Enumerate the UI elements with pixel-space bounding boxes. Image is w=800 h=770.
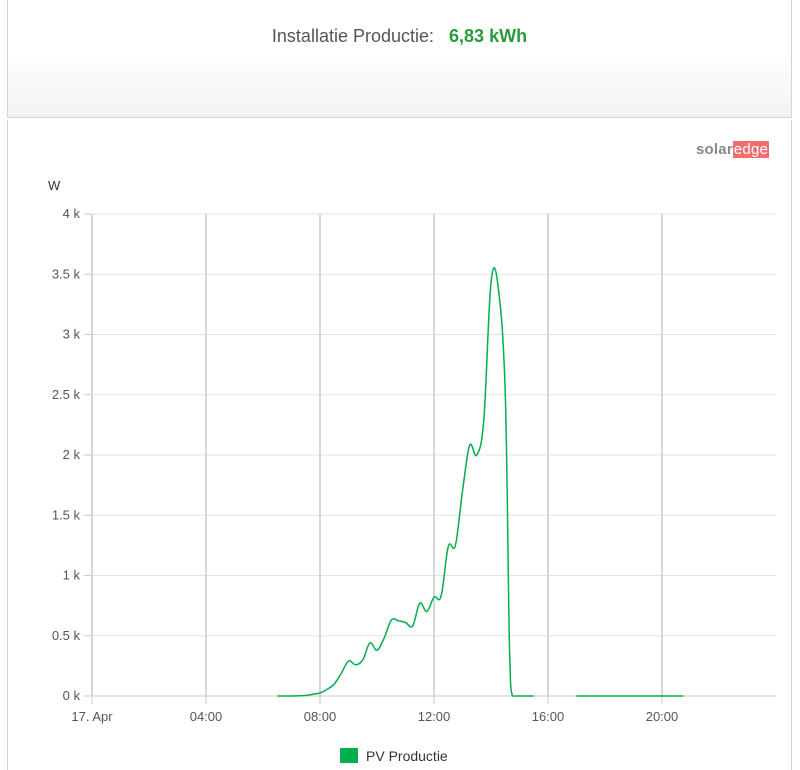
- y-tick-label: 3.5 k: [52, 266, 81, 281]
- y-tick-label: 1 k: [63, 568, 81, 583]
- x-tick-label: 04:00: [190, 709, 223, 724]
- production-label: Installatie Productie:: [271, 26, 435, 46]
- y-tick-label: 0 k: [63, 688, 81, 703]
- y-axis-label: W: [48, 178, 61, 193]
- y-tick-label: 2 k: [63, 447, 81, 462]
- x-tick-label: 20:00: [646, 709, 679, 724]
- series-line-pv-productie: [277, 267, 534, 697]
- x-tick-label: 12:00: [418, 709, 451, 724]
- production-value: 6,83 kWh: [449, 26, 528, 46]
- legend-label: PV Productie: [366, 748, 448, 764]
- y-tick-label: 4 k: [63, 206, 81, 221]
- production-header: Installatie Productie: 6,83 kWh: [7, 0, 792, 118]
- logo-text-solar: solar: [696, 141, 733, 158]
- y-tick-label: 3 k: [63, 327, 81, 342]
- logo-text-edge: edge: [732, 141, 770, 158]
- x-tick-label: 08:00: [304, 709, 337, 724]
- solaredge-logo: solaredge: [696, 141, 770, 158]
- x-tick-label: 17. Apr: [71, 709, 113, 724]
- x-tick-label: 16:00: [532, 709, 565, 724]
- y-tick-label: 2.5 k: [52, 387, 81, 402]
- y-tick-label: 1.5 k: [52, 507, 81, 522]
- production-summary: Installatie Productie: 6,83 kWh: [8, 26, 791, 47]
- y-tick-label: 0.5 k: [52, 628, 81, 643]
- chart-panel: [7, 120, 792, 770]
- legend-swatch: [340, 748, 358, 763]
